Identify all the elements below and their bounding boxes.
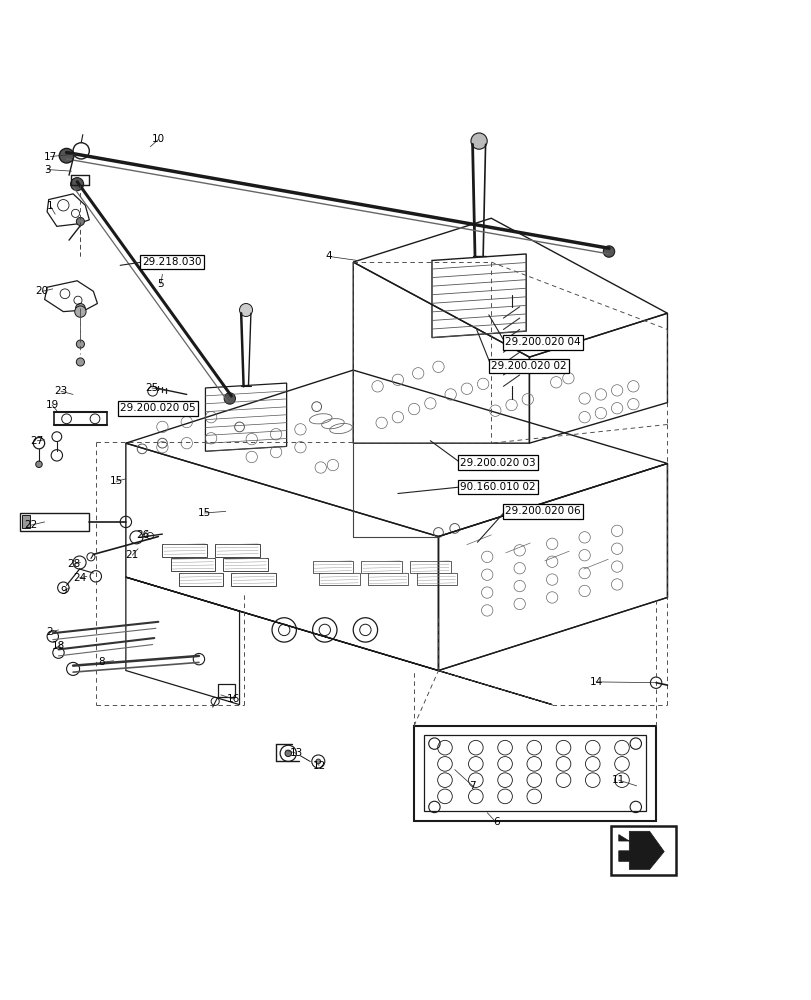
Text: 20: 20 bbox=[36, 286, 49, 296]
Bar bbox=[367, 573, 408, 585]
Text: 18: 18 bbox=[52, 641, 65, 651]
Text: 19: 19 bbox=[45, 400, 58, 410]
Text: 4: 4 bbox=[325, 251, 332, 261]
Text: 15: 15 bbox=[198, 508, 211, 518]
Text: 29.200.020 06: 29.200.020 06 bbox=[504, 506, 580, 516]
Bar bbox=[20, 513, 89, 531]
Bar bbox=[215, 544, 260, 557]
Text: 27: 27 bbox=[31, 436, 44, 446]
Bar bbox=[217, 684, 235, 697]
Circle shape bbox=[36, 461, 42, 468]
Text: 29.200.020 03: 29.200.020 03 bbox=[460, 458, 535, 468]
Circle shape bbox=[71, 178, 84, 191]
Text: 10: 10 bbox=[152, 134, 165, 144]
Circle shape bbox=[470, 133, 487, 149]
Bar bbox=[410, 561, 450, 573]
Text: 29.200.020 05: 29.200.020 05 bbox=[120, 403, 195, 413]
Circle shape bbox=[76, 358, 84, 366]
Text: 23: 23 bbox=[54, 386, 67, 396]
Text: 11: 11 bbox=[611, 775, 624, 785]
Text: 1: 1 bbox=[47, 201, 54, 211]
Text: 26: 26 bbox=[136, 530, 149, 540]
Text: 29.218.030: 29.218.030 bbox=[142, 257, 201, 267]
Text: 21: 21 bbox=[126, 550, 139, 560]
Bar bbox=[162, 544, 207, 557]
Circle shape bbox=[59, 148, 74, 163]
Text: 14: 14 bbox=[589, 677, 602, 687]
Bar bbox=[22, 515, 30, 528]
Bar bbox=[319, 573, 359, 585]
Text: 13: 13 bbox=[290, 748, 303, 758]
Circle shape bbox=[75, 306, 86, 317]
Circle shape bbox=[75, 303, 85, 313]
Circle shape bbox=[76, 340, 84, 348]
Text: 7: 7 bbox=[469, 781, 475, 791]
Circle shape bbox=[239, 303, 252, 316]
Bar bbox=[416, 573, 457, 585]
Circle shape bbox=[285, 750, 291, 757]
Bar bbox=[361, 561, 401, 573]
Text: 9: 9 bbox=[60, 586, 67, 596]
Text: 29.200.020 04: 29.200.020 04 bbox=[504, 337, 580, 347]
Circle shape bbox=[603, 246, 614, 257]
Text: 25: 25 bbox=[145, 383, 158, 393]
Circle shape bbox=[224, 393, 235, 404]
Bar bbox=[170, 558, 215, 571]
Text: 22: 22 bbox=[24, 520, 37, 530]
Text: 90.160.010 02: 90.160.010 02 bbox=[460, 482, 535, 492]
Bar bbox=[231, 573, 276, 586]
Text: 29.200.020 02: 29.200.020 02 bbox=[491, 361, 566, 371]
Text: 6: 6 bbox=[492, 817, 499, 827]
Circle shape bbox=[315, 759, 320, 764]
Text: 28: 28 bbox=[67, 559, 80, 569]
Text: 2: 2 bbox=[46, 627, 53, 637]
Text: 8: 8 bbox=[98, 657, 105, 667]
Bar bbox=[223, 558, 268, 571]
Text: 5: 5 bbox=[157, 279, 164, 289]
Circle shape bbox=[76, 217, 84, 226]
Text: 12: 12 bbox=[312, 761, 325, 771]
Text: 16: 16 bbox=[226, 694, 239, 704]
Text: 17: 17 bbox=[44, 152, 57, 162]
Bar bbox=[611, 826, 676, 875]
Text: 24: 24 bbox=[73, 573, 86, 583]
Text: 15: 15 bbox=[109, 476, 122, 486]
Text: 3: 3 bbox=[44, 165, 50, 175]
Bar bbox=[178, 573, 223, 586]
Bar bbox=[312, 561, 353, 573]
Polygon shape bbox=[618, 831, 663, 869]
